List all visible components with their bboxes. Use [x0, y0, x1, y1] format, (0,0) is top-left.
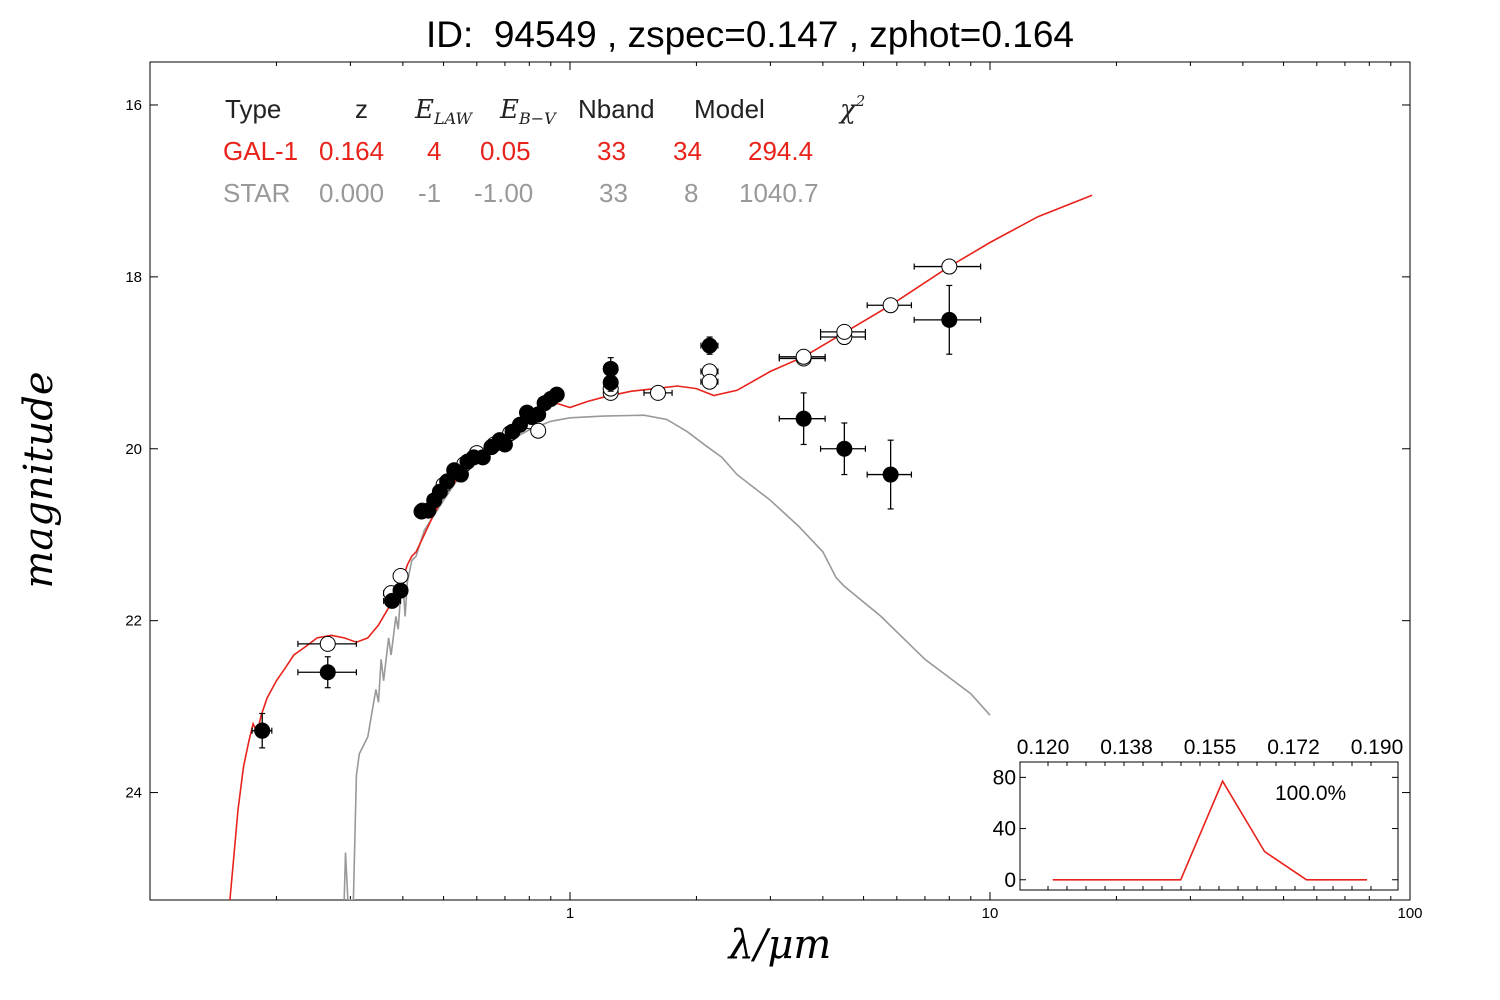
gal-row-elaw: 4 — [427, 136, 441, 166]
inset-y-tick-label: 40 — [993, 818, 1016, 841]
main-axis-ticks: 1 10 100 16 18 20 22 24 — [125, 62, 1423, 922]
observed-point — [254, 722, 271, 739]
inset-axis-ticks: 0.120 0.138 0.155 0.172 0.190 80 40 0 — [993, 736, 1404, 892]
star-row-ebv: -1.00 — [474, 178, 533, 208]
y-tick-label: 22 — [125, 613, 142, 630]
inset-x-tick-label: 0.155 — [1184, 736, 1237, 759]
star-row-chi2: 1040.7 — [739, 178, 819, 208]
model-magnitude-point — [649, 384, 666, 401]
star-row-elaw: -1 — [418, 178, 441, 208]
observed-point — [452, 466, 469, 483]
gal-row-type: GAL-1 — [223, 136, 298, 166]
table-header-ebv: EB−V — [499, 95, 557, 128]
observed-point — [882, 466, 899, 483]
observed-point — [319, 664, 336, 681]
inset-x-tick-label: 0.120 — [1017, 736, 1070, 759]
inset-frame — [1019, 761, 1399, 891]
y-tick-label: 20 — [125, 441, 142, 458]
inset-y-tick-label: 80 — [993, 766, 1016, 789]
table-header-nband: Nband — [578, 94, 655, 124]
chart-title: ID: 94549 , zspec=0.147 , zphot=0.164 — [426, 14, 1074, 55]
inset-x-tick-label: 0.172 — [1267, 736, 1320, 759]
observed-point — [392, 582, 409, 599]
table-header-chi2: χ2 — [838, 92, 865, 125]
y-tick-label: 18 — [125, 269, 142, 286]
observed-point — [602, 374, 619, 391]
model-magnitude-point — [530, 422, 547, 439]
pdz-curve — [1052, 779, 1367, 881]
gal-row-chi2: 294.4 — [748, 136, 813, 166]
inset-x-tick-label: 0.138 — [1100, 736, 1153, 759]
observed-point — [511, 416, 528, 433]
x-tick-label: 1 — [566, 905, 574, 922]
x-axis-title: λ/μm — [727, 922, 832, 968]
y-axis-title: magnitude — [16, 371, 62, 588]
observed-point — [496, 436, 513, 453]
model-magnitude-point — [836, 323, 853, 340]
table-header-z: z — [355, 94, 368, 124]
observed-point — [548, 386, 565, 403]
main-plot-area — [229, 194, 1093, 900]
observed-point — [795, 410, 812, 427]
x-tick-label: 10 — [982, 905, 999, 922]
y-tick-label: 24 — [125, 785, 142, 802]
star-row-z: 0.000 — [319, 178, 384, 208]
table-header-type: Type — [225, 94, 281, 124]
model-magnitude-point — [392, 567, 409, 584]
galaxy-model-line — [229, 194, 1093, 900]
inset-x-tick-label: 0.190 — [1351, 736, 1404, 759]
observed-point — [701, 337, 718, 354]
gal-row-z: 0.164 — [319, 136, 384, 166]
x-tick-label: 100 — [1397, 905, 1422, 922]
gal-row-nband: 33 — [597, 136, 626, 166]
observed-point — [384, 592, 401, 609]
results-table: Type z ELAW EB−V Nband Model χ2 GAL-1 0.… — [223, 92, 865, 208]
y-tick-label: 16 — [125, 97, 142, 114]
model-magnitude-point — [319, 635, 336, 652]
star-row-nband: 33 — [599, 178, 628, 208]
observed-point — [941, 311, 958, 328]
observed-point — [474, 449, 491, 466]
inset-y-tick-label: 0 — [1004, 869, 1016, 892]
star-row-type: STAR — [223, 178, 290, 208]
gal-row-ebv: 0.05 — [480, 136, 531, 166]
gal-row-model: 34 — [673, 136, 702, 166]
main-plot-frame — [149, 61, 1411, 901]
model-magnitude-point — [795, 348, 812, 365]
model-magnitude-point — [882, 297, 899, 314]
observed-point — [836, 440, 853, 457]
table-header-model: Model — [694, 94, 765, 124]
model-magnitude-point — [941, 258, 958, 275]
star-row-model: 8 — [684, 178, 698, 208]
table-header-elaw: ELAW — [414, 95, 474, 128]
pdz-inset: 0.120 0.138 0.155 0.172 0.190 80 40 0 100.0% — [993, 736, 1404, 892]
inset-annotation: 100.0% — [1275, 782, 1346, 805]
model-magnitude-point — [701, 373, 718, 390]
star-model-line — [343, 414, 991, 900]
